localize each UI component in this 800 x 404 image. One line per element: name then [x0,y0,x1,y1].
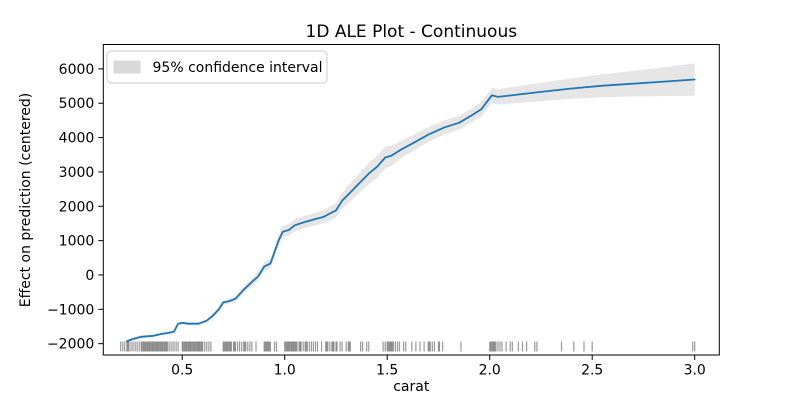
x-tick-label: 2.5 [581,363,603,379]
y-tick-label: 4000 [59,131,95,147]
rug-marks [120,341,696,352]
x-tick-label: 0.5 [171,363,193,379]
x-axis-label: carat [393,379,430,395]
x-tick-label: 1.0 [274,363,296,379]
ale-line [126,78,696,343]
y-tick-label: 5000 [59,96,95,112]
axis-ticks: −2000 −1000 0 1000 2000 3000 4000 5000 6000 0.5 1.… [47,62,706,379]
y-tick-label: −2000 [47,337,94,353]
legend-label: 95% confidence interval [153,60,323,76]
legend-box [106,50,328,84]
chart-title: 1D ALE Plot - Continuous [306,22,518,42]
x-tick-label: 2.0 [479,363,501,379]
confidence-band [126,63,695,343]
x-tick-label: 1.5 [376,363,398,379]
legend: 95% confidence interval [106,50,328,84]
axes-frame [102,44,720,356]
ale-line-path [126,78,696,343]
y-tick-label: 1000 [59,234,95,250]
y-tick-label: 6000 [59,62,95,78]
y-tick-label: −1000 [47,302,94,318]
x-tick-label: 3.0 [684,363,706,379]
y-axis-label: Effect on prediction (centered) [18,93,34,307]
y-tick-label: 2000 [59,199,95,215]
y-tick-label: 3000 [59,165,95,181]
y-tick-label: 0 [85,268,94,284]
legend-ci-swatch [113,60,141,74]
confidence-band-polygon [126,63,695,343]
